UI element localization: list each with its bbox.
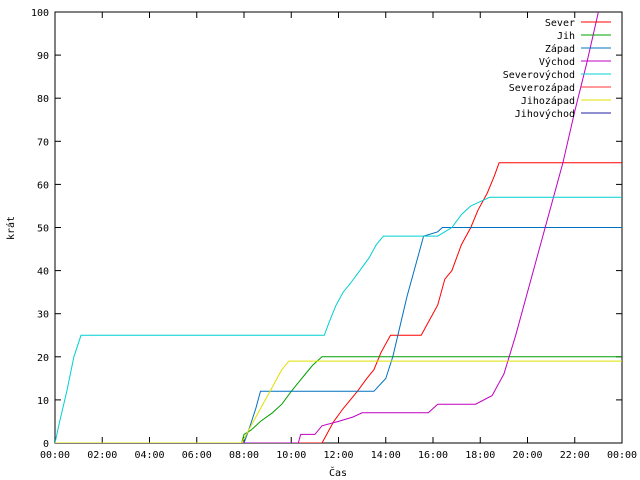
legend-label: Západ [545,43,575,55]
x-tick-label: 04:00 [134,450,164,461]
legend-label: Východ [539,56,575,68]
legend-label: Severozápad [509,82,575,94]
legend: Sever JihZápadVýchodSeverovýchodSeverozáp… [503,18,611,120]
series-lines [55,12,622,443]
legend-label: Jihozápad [521,95,575,107]
series-line-západ [55,227,622,443]
legend-label: Severovýchod [503,69,575,81]
series-line-východ [55,12,599,443]
x-tick-label: 10:00 [276,450,306,461]
y-tick-label: 60 [37,180,49,191]
legend-label: Jihovýchod [515,108,575,120]
y-tick-label: 50 [37,224,49,235]
series-line-jihozápad [55,360,622,443]
x-tick-label: 14:00 [371,450,401,461]
y-tick-label: 70 [37,137,49,148]
y-tick-label: 30 [37,310,49,321]
x-tick-label: 08:00 [229,450,259,461]
x-tick-label: 00:00 [607,450,637,461]
x-tick-label: 02:00 [87,450,117,461]
x-tick-label: 16:00 [418,450,448,461]
legend-label: Jih [557,31,575,42]
x-tick-label: 06:00 [182,450,212,461]
x-tick-label: 00:00 [40,450,70,461]
y-tick-label: 80 [37,94,49,105]
x-tick-label: 22:00 [560,450,590,461]
y-tick-label: 0 [43,439,49,450]
series-line-jih [55,356,622,443]
series-line-sever [55,162,622,443]
y-tick-label: 90 [37,51,49,62]
y-tick-label: 20 [37,353,49,364]
x-axis-label: Čas [329,466,347,479]
x-tick-label: 18:00 [465,450,495,461]
x-tick-label: 12:00 [323,450,353,461]
y-tick-label: 10 [37,396,49,407]
series-line-severovýchod [55,196,622,443]
y-tick-label: 100 [31,8,49,19]
x-tick-label: 20:00 [512,450,542,461]
y-tick-label: 40 [37,267,49,278]
y-axis-label: krát [5,216,17,240]
axis-ticks: 0 10 20 30 40 50 60 70 80 90 100 00:00 02:00 04:00 06:… [31,8,637,461]
legend-label: Sever [545,18,575,29]
